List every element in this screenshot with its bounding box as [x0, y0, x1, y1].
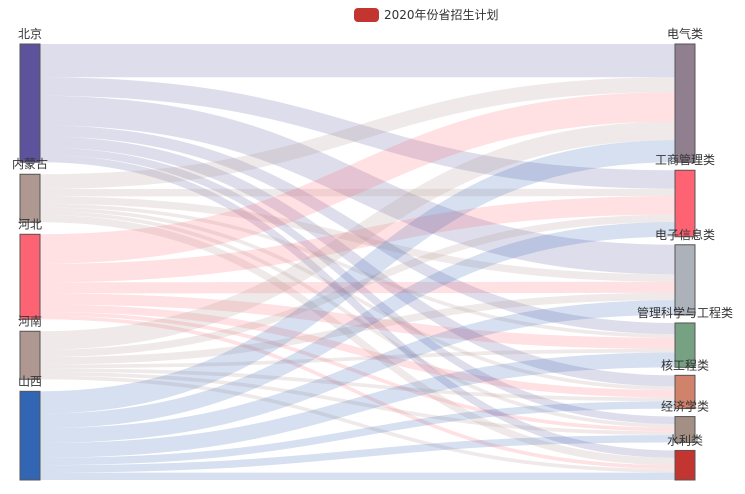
sankey-link[interactable] [39, 92, 676, 264]
sankey-link[interactable] [39, 121, 676, 350]
sankey-link[interactable] [39, 203, 676, 338]
sankey-link[interactable] [39, 77, 676, 190]
target-node-label: 核工程类 [661, 357, 709, 372]
source-node[interactable] [19, 390, 41, 481]
sankey-link[interactable] [39, 196, 676, 282]
sankey-link[interactable] [39, 304, 676, 398]
sankey-link[interactable] [39, 214, 676, 358]
sankey-link[interactable] [39, 281, 676, 294]
target-node-label: 管理科学与工程类 [637, 305, 733, 320]
sankey-link[interactable] [39, 352, 676, 458]
target-node[interactable] [674, 449, 696, 481]
sankey-link[interactable] [39, 211, 676, 428]
sankey-link[interactable] [39, 147, 676, 424]
sankey-link[interactable] [39, 221, 676, 429]
source-node[interactable] [19, 173, 41, 223]
target-node[interactable] [674, 322, 696, 368]
sankey-link[interactable] [39, 300, 676, 444]
sankey-link[interactable] [39, 401, 676, 466]
source-node-label: 河北 [18, 217, 42, 231]
target-node[interactable] [674, 169, 696, 238]
legend-label: 2020年份省招生计划 [384, 8, 499, 22]
legend-item[interactable]: 2020年份省招生计划 [354, 7, 499, 23]
sankey-link[interactable] [39, 371, 676, 436]
sankey-link[interactable] [39, 435, 676, 473]
target-node[interactable] [674, 416, 696, 443]
target-node-label: 经济学类 [661, 399, 709, 414]
sankey-link[interactable] [39, 125, 676, 335]
source-node-label: 山西 [18, 374, 42, 388]
target-node[interactable] [674, 244, 696, 316]
links-layer [39, 44, 676, 481]
source-node-label: 北京 [18, 27, 42, 41]
source-node[interactable] [19, 330, 41, 380]
target-node[interactable] [674, 43, 696, 163]
target-node-label: 水利类 [667, 433, 703, 447]
target-node-label: 电气类 [667, 26, 703, 41]
source-node-label: 内蒙古 [12, 156, 48, 171]
target-node-label: 工商管理类 [655, 152, 715, 167]
sankey-link[interactable] [39, 207, 676, 391]
sankey-link[interactable] [39, 214, 676, 466]
sankey-link[interactable] [39, 311, 676, 432]
sankey-link[interactable] [39, 140, 676, 414]
sankey-link[interactable] [39, 292, 676, 365]
source-node[interactable] [19, 233, 41, 320]
legend-swatch [354, 8, 379, 22]
sankey-link[interactable] [39, 293, 676, 349]
sankey-link[interactable] [39, 95, 676, 275]
source-node-label: 河南 [18, 313, 42, 328]
sankey-link[interactable] [39, 375, 676, 473]
nodes-layer [19, 43, 696, 481]
sankey-link[interactable] [39, 77, 676, 189]
sankey-link[interactable] [39, 154, 676, 458]
sankey-link[interactable] [39, 136, 676, 387]
sankey-link[interactable] [39, 368, 676, 402]
source-node[interactable] [19, 43, 41, 163]
sankey-link[interactable] [39, 196, 676, 283]
sankey-link[interactable] [39, 315, 676, 469]
target-node[interactable] [674, 374, 696, 410]
target-node-label: 电子信息类 [655, 227, 715, 242]
sankey-link[interactable] [39, 348, 676, 369]
